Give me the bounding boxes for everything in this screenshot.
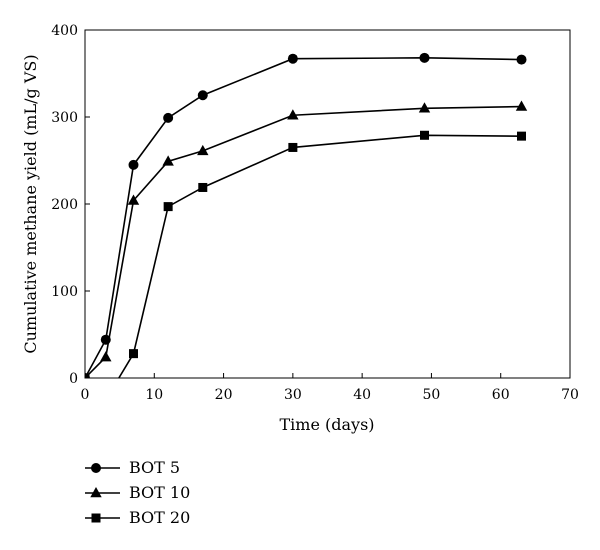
x-tick-label: 50 <box>423 387 441 403</box>
y-axis-ticks: 0 100 200 300 400 <box>51 23 90 387</box>
data-point <box>198 182 208 192</box>
data-point <box>163 202 173 212</box>
y-tick-label: 300 <box>51 110 78 126</box>
y-axis-label: Cumulative methane yield (mL/g VS) <box>21 54 40 353</box>
x-tick-label: 40 <box>353 387 371 403</box>
legend-label: BOT 10 <box>129 483 190 502</box>
y-tick-label: 400 <box>51 23 78 39</box>
legend-item: BOT 10 <box>85 483 190 502</box>
x-axis-ticks: 0 10 20 30 40 50 60 70 <box>81 373 579 403</box>
x-tick-label: 10 <box>145 387 163 403</box>
data-point <box>85 373 90 378</box>
x-axis-label: Time (days) <box>279 415 374 434</box>
legend-marker <box>90 487 102 498</box>
x-tick-label: 70 <box>561 387 579 403</box>
data-point <box>420 130 429 140</box>
series-markers <box>85 52 528 404</box>
data-point <box>419 52 430 63</box>
legend: BOT 5 BOT 10 BOT 20 <box>85 458 190 527</box>
data-point <box>517 131 526 141</box>
data-point <box>287 53 298 64</box>
legend-label: BOT 20 <box>129 508 190 527</box>
series-line <box>85 57 522 378</box>
x-tick-label: 20 <box>215 387 233 403</box>
legend-item: BOT 5 <box>85 458 180 477</box>
y-tick-label: 100 <box>51 284 78 300</box>
series-line <box>85 134 522 378</box>
data-point <box>515 100 528 111</box>
x-tick-label: 30 <box>284 387 302 403</box>
data-point <box>129 349 138 359</box>
plot-frame <box>84 29 571 379</box>
data-point <box>418 102 431 113</box>
legend-label: BOT 5 <box>129 458 180 477</box>
data-point <box>162 155 174 166</box>
x-tick-label: 0 <box>81 387 90 403</box>
data-point <box>100 351 112 362</box>
legend-item: BOT 20 <box>85 508 190 527</box>
y-tick-label: 0 <box>69 371 78 387</box>
data-point <box>127 194 140 205</box>
data-point <box>197 144 209 156</box>
data-point <box>288 142 298 152</box>
data-point <box>163 112 174 123</box>
data-point <box>128 159 139 170</box>
y-tick-label: 200 <box>51 197 78 213</box>
data-point <box>287 109 299 120</box>
series-lines <box>85 57 522 378</box>
data-point <box>516 54 527 65</box>
series-line <box>85 105 522 378</box>
legend-marker <box>91 513 101 523</box>
data-point <box>101 395 110 404</box>
data-point <box>100 334 111 345</box>
data-point <box>197 90 208 101</box>
x-tick-label: 60 <box>492 387 510 403</box>
legend-marker <box>91 463 101 473</box>
